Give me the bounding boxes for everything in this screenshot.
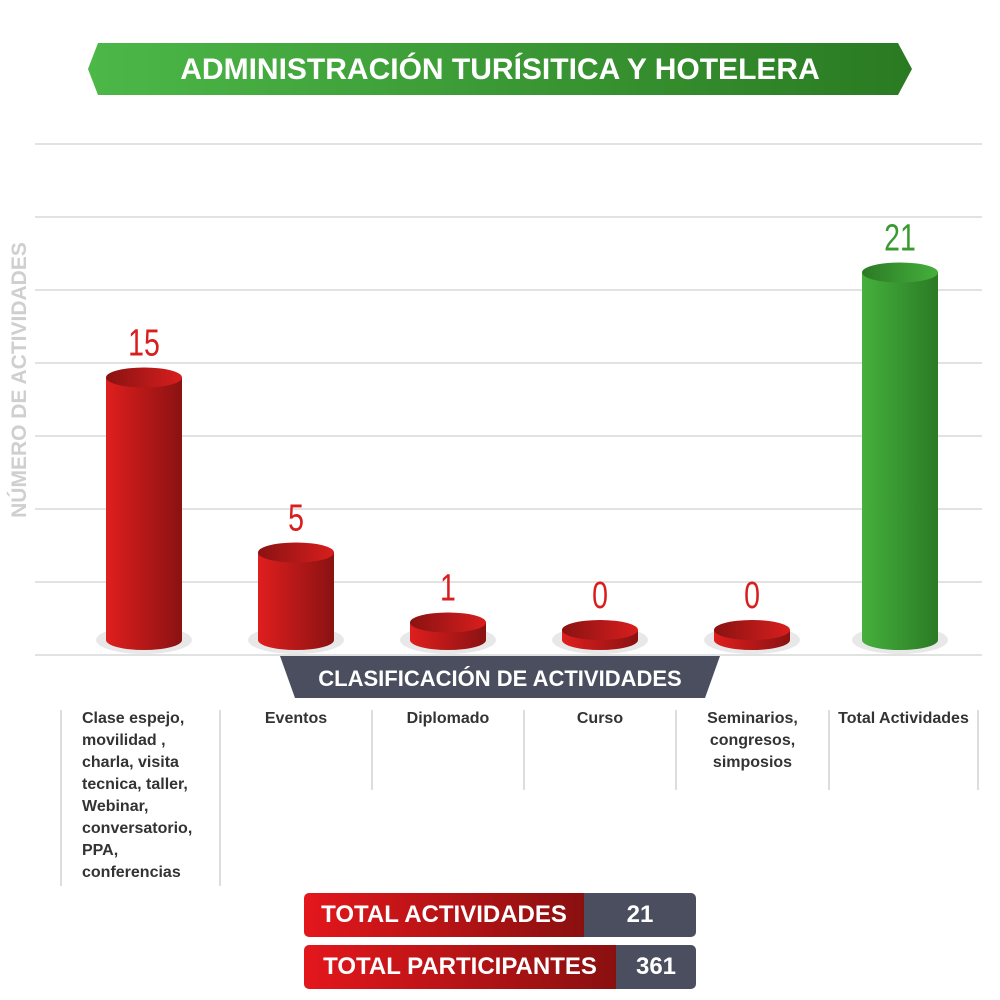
x-axis-label-banner: CLASIFICACIÓN DE ACTIVIDADES (280, 656, 720, 698)
bar-value-label: 0 (592, 575, 608, 617)
category-label: Curso (576, 710, 624, 727)
bar-body (862, 272, 938, 650)
bar-0: 15 (96, 323, 192, 654)
bar-body (106, 377, 182, 650)
bar-top (106, 367, 182, 388)
total-participants-value: 361 (616, 945, 696, 989)
category-divider (977, 710, 979, 790)
title-banner: ADMINISTRACIÓN TURÍSITICA Y HOTELERA (88, 43, 912, 95)
bar-value-label: 1 (440, 568, 456, 610)
total-activities-box: TOTAL ACTIVIDADES 21 (304, 893, 696, 937)
total-participants-box: TOTAL PARTICIPANTES 361 (304, 945, 696, 989)
bar-body (258, 552, 334, 650)
bar-4: 0 (704, 575, 800, 654)
bar-3: 0 (552, 575, 648, 654)
category-divider (219, 710, 221, 886)
bar-value-label: 5 (288, 498, 304, 540)
category-label: Seminarios, congresos, simposios (707, 710, 798, 771)
bar-1: 5 (248, 498, 344, 654)
x-axis-label: CLASIFICACIÓN DE ACTIVIDADES (318, 666, 682, 691)
category-label: Clase espejo, movilidad , charla, visita… (82, 710, 193, 881)
total-participants-label: TOTAL PARTICIPANTES (304, 945, 616, 989)
category-divider (523, 710, 525, 790)
bar-chart: 15 5 1 0 0 21 (35, 143, 982, 656)
category-divider (60, 710, 62, 886)
bar-top (714, 620, 790, 640)
bar-value-label: 21 (884, 218, 916, 260)
total-activities-value: 21 (584, 893, 696, 937)
bar-2: 1 (400, 568, 496, 654)
category-label: Total Actividades (838, 710, 969, 727)
category-divider (828, 710, 830, 790)
bar-top (862, 262, 938, 283)
category-label: Eventos (264, 710, 328, 727)
category-divider (371, 710, 373, 790)
bar-value-label: 0 (744, 575, 760, 617)
bar-top (258, 542, 334, 563)
chart-title: ADMINISTRACIÓN TURÍSITICA Y HOTELERA (180, 53, 820, 86)
bar-5: 21 (852, 218, 948, 654)
bar-value-label: 15 (128, 323, 160, 365)
category-divider (675, 710, 677, 790)
bar-top (410, 612, 486, 633)
bar-top (562, 620, 638, 640)
total-activities-label: TOTAL ACTIVIDADES (304, 893, 584, 937)
category-label: Diplomado (406, 710, 490, 727)
